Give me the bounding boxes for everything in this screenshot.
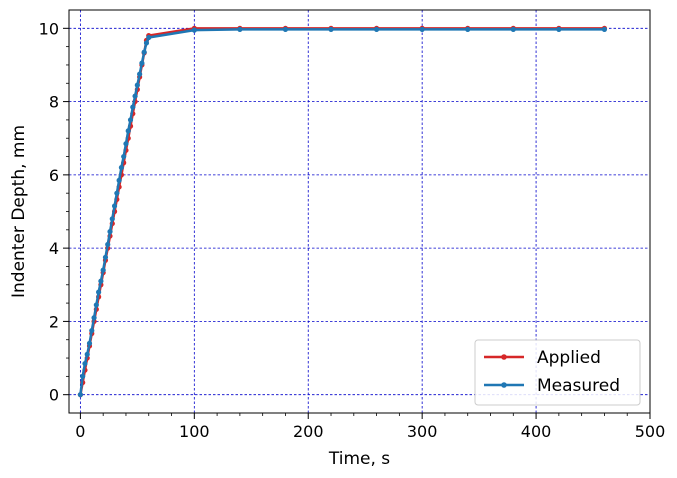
legend: Applied Measured (474, 339, 641, 406)
data-point-measured (127, 117, 134, 123)
y-tick-label: 10 (39, 19, 59, 38)
data-point-measured (77, 392, 83, 398)
data-point-measured (82, 360, 88, 367)
data-point-measured (134, 82, 140, 88)
data-point-measured (105, 241, 111, 248)
legend-marker-measured (501, 382, 507, 388)
y-tick-label: 0 (49, 386, 59, 405)
x-tick-label: 0 (75, 422, 85, 441)
grid-lines (69, 10, 651, 413)
data-point-measured (132, 93, 138, 99)
x-tick-label: 400 (521, 422, 552, 441)
x-tick-label: 100 (179, 422, 210, 441)
legend-marker-applied (501, 354, 507, 360)
series-measured (77, 26, 608, 398)
data-point-measured (130, 104, 136, 110)
data-point-measured (93, 302, 99, 308)
data-point-measured (601, 26, 608, 33)
x-tick-label: 300 (407, 422, 438, 441)
data-point-measured (419, 26, 425, 33)
y-tick-label: 2 (49, 312, 59, 331)
data-point-measured (91, 315, 97, 321)
data-point-measured (139, 60, 145, 66)
data-point-measured (465, 26, 471, 33)
data-point-measured (191, 27, 197, 33)
data-point-measured (146, 34, 152, 41)
data-point-measured (373, 26, 380, 33)
data-point-measured (137, 71, 143, 77)
data-point-measured (80, 373, 86, 379)
data-point-measured (109, 216, 115, 222)
x-tick-label: 200 (293, 422, 324, 441)
data-point-measured (125, 128, 131, 134)
legend-label-measured: Measured (537, 376, 620, 396)
y-tick-label: 6 (49, 166, 59, 185)
data-point-measured (141, 49, 147, 55)
data-point-measured (89, 327, 95, 334)
data-point-measured (102, 254, 109, 260)
data-point-measured (98, 278, 104, 284)
y-tick-label: 4 (49, 239, 59, 258)
legend-label-applied: Applied (537, 348, 601, 368)
data-point-measured (111, 203, 118, 209)
data-point-measured (121, 153, 127, 160)
tick-labels: 0 100 200 300 400 500 0 2 4 6 8 10 (39, 19, 666, 441)
data-point-measured (107, 229, 113, 235)
data-point-measured (510, 26, 516, 33)
data-point-measured (118, 164, 125, 171)
x-axis-label: Time, s (328, 449, 390, 469)
data-point-measured (328, 26, 334, 33)
data-point-measured (556, 26, 562, 33)
y-axis-label: Indenter Depth, mm (9, 125, 29, 298)
data-point-measured (116, 177, 122, 183)
data-point-measured (96, 289, 102, 295)
data-point-measured (86, 340, 93, 346)
series-layer (77, 25, 608, 398)
x-tick-label: 500 (635, 422, 666, 441)
data-point-measured (123, 141, 129, 147)
y-tick-label: 8 (49, 93, 59, 112)
data-point-measured (114, 190, 120, 196)
axis-ticks (63, 27, 651, 419)
data-point-measured (100, 267, 106, 273)
data-point-measured (282, 26, 289, 33)
data-point-measured (84, 351, 90, 357)
data-point-measured (143, 40, 150, 46)
data-point-measured (237, 26, 243, 33)
